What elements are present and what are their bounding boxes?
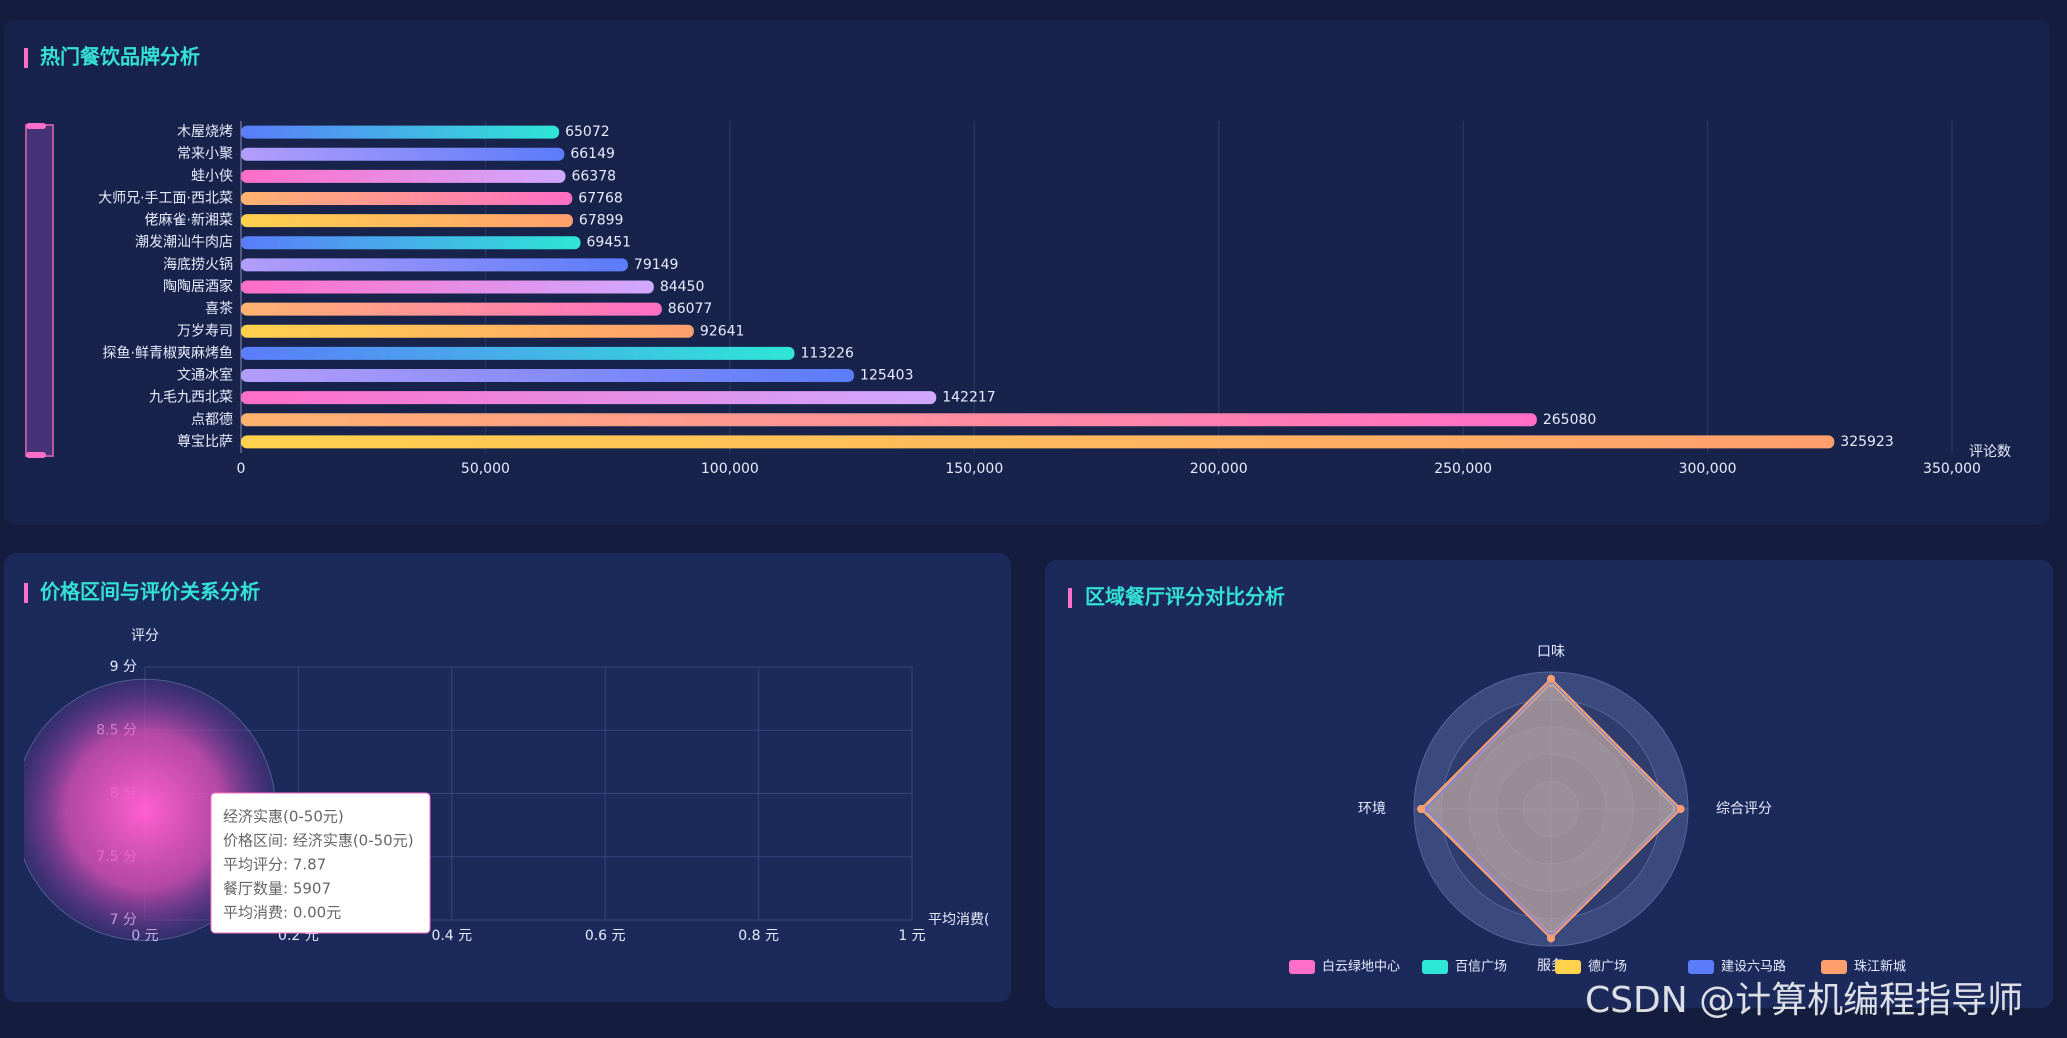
zoom-handle[interactable] (26, 123, 46, 129)
bar (241, 302, 662, 316)
radar-point (1547, 934, 1555, 943)
x-tick-label: 0.4 元 (431, 928, 472, 944)
bar (241, 391, 937, 405)
value-label: 66378 (571, 168, 616, 184)
bar (241, 346, 795, 360)
chart-title: 价格区间与评价关系分析 (40, 580, 260, 604)
zoom-handle[interactable] (26, 452, 46, 458)
chart-title: 热门餐饮品牌分析 (40, 45, 200, 69)
x-tick-label: 0.8 元 (738, 928, 779, 944)
radar-point (1417, 805, 1426, 813)
indicator-label: 综合评分 (1716, 801, 1772, 817)
x-tick-label: 100,000 (701, 461, 759, 477)
x-axis-label: 评论数 (1969, 444, 2011, 460)
tooltip-line: 平均评分: 7.87 (223, 856, 326, 874)
x-tick-label: 0.6 元 (585, 928, 626, 944)
bar (241, 169, 566, 183)
value-label: 86077 (668, 301, 713, 317)
legend-swatch[interactable] (1289, 960, 1315, 974)
legend-swatch[interactable] (1422, 960, 1448, 974)
y-tick-label: 9 分 (110, 659, 137, 675)
y-tick-label: 海底捞火锅 (163, 257, 233, 273)
legend-label: 建设六马路 (1721, 959, 1786, 975)
x-tick-label: 150,000 (945, 461, 1003, 477)
bar (241, 413, 1537, 427)
value-label: 265080 (1543, 412, 1596, 428)
bar (241, 324, 694, 338)
x-tick-label: 250,000 (1434, 461, 1492, 477)
value-label: 67899 (579, 213, 624, 229)
y-tick-label: 探鱼·鲜青椒爽麻烤鱼 (103, 344, 233, 361)
bar (241, 280, 654, 294)
value-label: 125403 (860, 368, 913, 384)
x-axis-label: 平均消费( (928, 912, 989, 928)
title-accent (24, 48, 28, 68)
indicator-label: 口味 (1537, 644, 1565, 660)
legend-label: 百信广场 (1455, 960, 1507, 975)
value-label: 79149 (634, 257, 679, 273)
legend-label: 珠江新城 (1854, 959, 1906, 975)
legend-swatch[interactable] (1688, 960, 1714, 974)
value-label: 142217 (942, 390, 995, 406)
title-accent (1068, 588, 1072, 608)
tooltip-title: 经济实惠(0-50元) (223, 808, 344, 826)
legend-label: 白云绿地中心 (1322, 959, 1400, 975)
tooltip-line: 平均消费: 0.00元 (223, 904, 341, 922)
legend-swatch[interactable] (1821, 960, 1847, 974)
x-tick-label: 0 (237, 461, 246, 477)
bar (241, 214, 573, 228)
watermark: CSDN @计算机编程指导师 (1585, 980, 2023, 1021)
y-tick-label: 潮发潮汕牛肉店 (135, 235, 233, 251)
indicator-label: 环境 (1358, 801, 1386, 817)
y-axis-label: 评分 (131, 628, 159, 644)
title-accent (24, 583, 28, 603)
legend-label: 德广场 (1588, 960, 1627, 975)
x-tick-label: 200,000 (1190, 461, 1248, 477)
x-tick-label: 300,000 (1679, 461, 1737, 477)
bar (241, 369, 855, 383)
bar (241, 258, 628, 272)
y-tick-label: 木屋烧烤 (177, 124, 233, 140)
y-tick-label: 万岁寿司 (177, 322, 233, 339)
bar (241, 125, 560, 139)
y-tick-label: 九毛九西北菜 (149, 390, 233, 406)
value-label: 67768 (578, 190, 623, 206)
y-tick-label: 陶陶居酒家 (163, 278, 233, 295)
bar (241, 147, 565, 161)
value-label: 325923 (1840, 434, 1893, 450)
x-tick-label: 350,000 (1923, 461, 1981, 477)
y-tick-label: 点都德 (191, 412, 233, 428)
value-label: 113226 (801, 345, 855, 361)
x-tick-label: 1 元 (898, 928, 925, 944)
zoom-slider[interactable] (25, 124, 54, 457)
bar (241, 236, 581, 250)
y-tick-label: 蛙小侠 (191, 168, 233, 184)
legend-swatch[interactable] (1555, 960, 1581, 974)
value-label: 69451 (587, 235, 632, 251)
chart-title: 区域餐厅评分对比分析 (1085, 585, 1285, 609)
tooltip-line: 价格区间: 经济实惠(0-50元) (223, 832, 414, 850)
tooltip-line: 餐厅数量: 5907 (223, 880, 331, 898)
y-tick-label: 喜茶 (205, 301, 233, 317)
bar (241, 191, 573, 205)
radar-point (1676, 805, 1685, 813)
y-tick-label: 大师兄·手工面·西北菜 (98, 190, 233, 206)
bar (241, 435, 1835, 449)
value-label: 84450 (660, 279, 705, 295)
y-tick-label: 佬麻雀·新湘菜 (145, 213, 233, 229)
x-tick-label: 50,000 (461, 461, 510, 477)
value-label: 66149 (570, 146, 615, 162)
y-tick-label: 尊宝比萨 (177, 433, 233, 450)
y-tick-label: 文通冰室 (177, 367, 233, 384)
y-tick-label: 常来小聚 (177, 146, 233, 162)
tooltip: 经济实惠(0-50元) 价格区间: 经济实惠(0-50元) 平均评分: 7.87 餐厅… (210, 792, 431, 934)
value-label: 65072 (565, 124, 610, 140)
panel (4, 20, 2050, 525)
radar-point (1547, 674, 1555, 683)
tooltip-box (210, 792, 431, 934)
value-label: 92641 (700, 323, 745, 339)
